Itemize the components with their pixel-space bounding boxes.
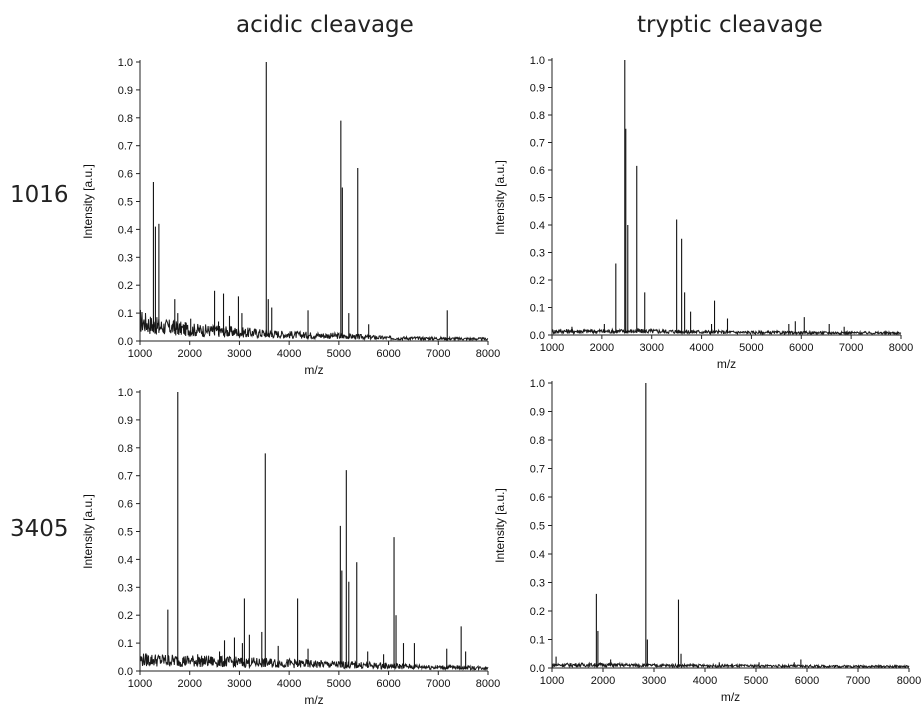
column-title-tryptic: tryptic cleavage xyxy=(637,12,823,38)
y-tick-label: 0.1 xyxy=(118,308,133,320)
y-tick-label: 0.5 xyxy=(530,193,545,205)
chart-panel-2: 0.0 0.1 0.2 0.3 0.4 0.5 0.6 0.7 0.8 0.9 1.0 1000 200… xyxy=(493,55,913,371)
y-tick-label: 0.0 xyxy=(118,336,133,348)
y-tick-label: 1.0 xyxy=(530,55,545,67)
y-tick-label: 0.2 xyxy=(530,275,545,287)
x-tick-label: 1000 xyxy=(540,342,564,354)
column-title-acidic: acidic cleavage xyxy=(236,12,414,38)
y-tick-label: 0.2 xyxy=(118,280,133,292)
x-tick-label: 3000 xyxy=(642,675,666,687)
row-label-3405: 3405 xyxy=(10,516,69,542)
y-tick-label: 0.2 xyxy=(118,610,133,622)
y-tick-label: 0.2 xyxy=(530,606,545,618)
x-tick-label: 6000 xyxy=(795,675,819,687)
y-tick-label: 1.0 xyxy=(118,387,133,399)
x-tick-label: 1000 xyxy=(128,678,152,690)
chart-panel-1: 0.0 0.1 0.2 0.3 0.4 0.5 0.6 0.7 0.8 0.9 1.0 1000 200… xyxy=(81,57,500,377)
y-tick-label: 0.4 xyxy=(530,220,545,232)
spectrum-baseline xyxy=(551,327,902,337)
y-tick-label: 0.7 xyxy=(118,471,133,483)
y-tick-label: 0.8 xyxy=(118,113,133,125)
y-tick-label: 0.5 xyxy=(118,197,133,209)
x-tick-label: 5000 xyxy=(739,342,763,354)
x-tick-label: 4000 xyxy=(693,675,717,687)
spectrum-baseline xyxy=(551,661,910,670)
y-tick-label: 0.0 xyxy=(118,666,133,678)
x-tick-label: 6000 xyxy=(376,678,400,690)
x-tick-label: 4000 xyxy=(277,678,301,690)
y-tick-label: 0.6 xyxy=(118,169,133,181)
spectrum-baseline xyxy=(139,653,489,672)
y-tick-label: 0.6 xyxy=(530,492,545,504)
x-tick-label: 4000 xyxy=(689,342,713,354)
y-tick-label: 0.1 xyxy=(530,635,545,647)
x-tick-label: 5000 xyxy=(327,678,351,690)
y-tick-label: 0.9 xyxy=(118,415,133,427)
x-tick-label: 1000 xyxy=(128,348,152,360)
x-tick-label: 7000 xyxy=(426,678,450,690)
y-tick-label: 0.8 xyxy=(118,443,133,455)
y-tick-label: 0.7 xyxy=(118,141,133,153)
x-tick-label: 4000 xyxy=(277,348,301,360)
x-axis-title: m/z xyxy=(717,357,736,371)
x-tick-label: 7000 xyxy=(846,675,870,687)
y-tick-label: 0.6 xyxy=(118,499,133,511)
x-tick-label: 8000 xyxy=(476,348,500,360)
x-tick-label: 2000 xyxy=(177,678,201,690)
y-tick-label: 0.3 xyxy=(118,252,133,264)
x-tick-label: 5000 xyxy=(744,675,768,687)
y-tick-label: 0.9 xyxy=(118,85,133,97)
x-tick-label: 8000 xyxy=(897,675,921,687)
y-tick-label: 0.6 xyxy=(530,165,545,177)
y-tick-label: 0.8 xyxy=(530,435,545,447)
y-tick-label: 0.1 xyxy=(530,303,545,315)
y-tick-label: 0.7 xyxy=(530,464,545,476)
x-tick-label: 3000 xyxy=(227,348,251,360)
y-tick-label: 0.0 xyxy=(530,663,545,675)
y-tick-label: 0.4 xyxy=(530,549,545,561)
y-axis-title: Intensity [a.u.] xyxy=(81,494,95,569)
y-axis-title: Intensity [a.u.] xyxy=(493,160,507,235)
x-tick-label: 6000 xyxy=(376,348,400,360)
y-axis-title: Intensity [a.u.] xyxy=(493,488,507,563)
x-tick-label: 1000 xyxy=(540,675,564,687)
y-tick-label: 0.3 xyxy=(530,578,545,590)
x-tick-label: 7000 xyxy=(426,348,450,360)
y-tick-label: 0.0 xyxy=(530,330,545,342)
x-tick-label: 3000 xyxy=(639,342,663,354)
x-tick-label: 2000 xyxy=(177,348,201,360)
x-axis-title: m/z xyxy=(721,690,740,704)
y-tick-label: 1.0 xyxy=(118,57,133,69)
chart-panel-3: 0.0 0.1 0.2 0.3 0.4 0.5 0.6 0.7 0.8 0.9 1.0 1000 200… xyxy=(81,387,500,707)
y-tick-label: 0.4 xyxy=(118,554,133,566)
x-tick-label: 2000 xyxy=(591,675,615,687)
x-tick-label: 7000 xyxy=(839,342,863,354)
spectrum-baseline xyxy=(139,309,489,342)
y-tick-label: 0.3 xyxy=(530,248,545,260)
x-tick-label: 8000 xyxy=(889,342,913,354)
y-tick-label: 1.0 xyxy=(530,378,545,390)
x-tick-label: 5000 xyxy=(327,348,351,360)
y-tick-label: 0.8 xyxy=(530,110,545,122)
chart-panel-4: 0.0 0.1 0.2 0.3 0.4 0.5 0.6 0.7 0.8 0.9 1.0 1000 200… xyxy=(493,378,921,704)
y-tick-label: 0.9 xyxy=(530,407,545,419)
y-tick-label: 0.5 xyxy=(118,527,133,539)
row-label-1016: 1016 xyxy=(10,182,69,208)
x-tick-label: 6000 xyxy=(789,342,813,354)
y-tick-label: 0.1 xyxy=(118,638,133,650)
x-axis-title: m/z xyxy=(304,693,323,707)
x-axis-title: m/z xyxy=(304,363,323,377)
y-axis-title: Intensity [a.u.] xyxy=(81,164,95,239)
x-tick-label: 8000 xyxy=(476,678,500,690)
y-tick-label: 0.5 xyxy=(530,521,545,533)
x-tick-label: 2000 xyxy=(590,342,614,354)
x-tick-label: 3000 xyxy=(227,678,251,690)
y-tick-label: 0.7 xyxy=(530,138,545,150)
y-tick-label: 0.3 xyxy=(118,582,133,594)
y-tick-label: 0.4 xyxy=(118,224,133,236)
y-tick-label: 0.9 xyxy=(530,83,545,95)
